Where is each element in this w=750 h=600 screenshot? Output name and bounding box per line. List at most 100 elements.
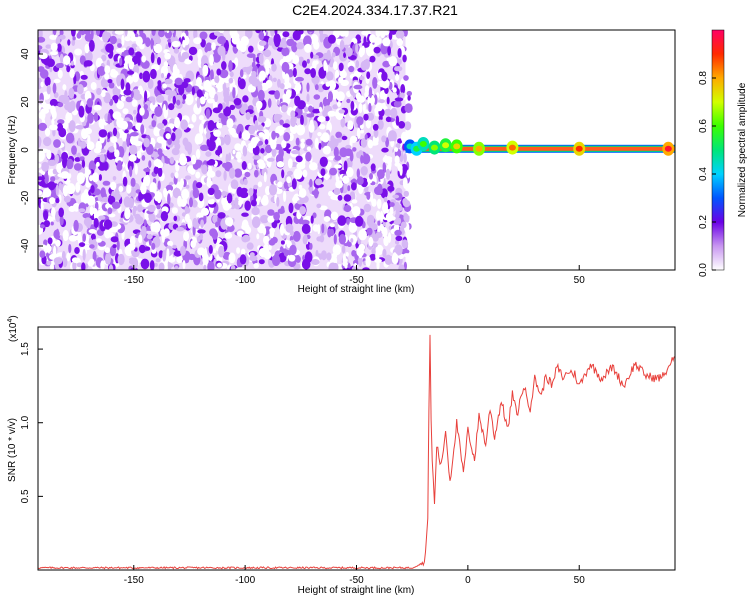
noise-blob <box>216 122 223 129</box>
noise-blob <box>335 180 343 189</box>
noise-blob <box>290 116 297 128</box>
noise-blob <box>43 220 51 228</box>
noise-blob <box>325 116 330 122</box>
y-tick-label: 0.5 <box>20 489 31 503</box>
noise-blob <box>223 106 232 117</box>
noise-blob <box>117 253 125 266</box>
noise-blob <box>38 163 42 169</box>
noise-blob <box>89 206 94 216</box>
noise-blob <box>74 48 83 56</box>
noise-blob <box>126 184 132 194</box>
noise-blob <box>43 210 49 221</box>
noise-blob <box>126 135 130 148</box>
noise-blob <box>253 263 259 269</box>
noise-blob <box>145 246 151 251</box>
noise-blob <box>282 81 292 90</box>
noise-blob <box>87 260 94 267</box>
noise-blob <box>248 45 254 53</box>
noise-blob <box>235 267 245 270</box>
noise-blob <box>267 98 272 108</box>
noise-blob <box>90 185 95 194</box>
x-tick-label: -150 <box>124 575 144 586</box>
noise-blob <box>108 264 114 270</box>
noise-blob <box>338 109 345 114</box>
noise-blob <box>379 210 384 222</box>
noise-blob <box>389 206 394 215</box>
noise-blob <box>45 245 52 251</box>
noise-blob <box>141 182 147 188</box>
noise-blob <box>39 250 46 258</box>
noise-blob <box>206 138 210 147</box>
noise-blob <box>306 93 310 103</box>
noise-blob <box>404 103 413 113</box>
y-tick-label: -40 <box>20 238 31 253</box>
noise-blob <box>51 109 57 120</box>
noise-blob <box>184 175 192 180</box>
noise-blob <box>74 247 80 254</box>
noise-blob <box>83 62 88 67</box>
noise-blob <box>96 87 102 96</box>
noise-blob <box>376 198 382 209</box>
noise-blob <box>387 185 395 192</box>
noise-blob <box>38 36 46 43</box>
noise-blob <box>329 167 338 176</box>
noise-blob <box>317 224 321 235</box>
noise-blob <box>42 188 52 198</box>
noise-blob <box>175 227 185 232</box>
noise-blob <box>57 43 62 53</box>
noise-blob <box>138 234 143 244</box>
noise-blob <box>351 182 357 191</box>
noise-blob <box>108 82 115 89</box>
noise-blob <box>310 215 314 224</box>
noise-blob <box>273 114 283 119</box>
noise-blob <box>131 43 138 48</box>
noise-blob <box>143 168 151 172</box>
noise-blob <box>101 91 106 98</box>
noise-blob <box>164 52 171 60</box>
noise-blob <box>90 233 96 241</box>
noise-blob <box>403 75 409 81</box>
noise-blob <box>73 163 82 171</box>
noise-blob <box>375 250 380 262</box>
noise-blob <box>295 76 304 82</box>
noise-blob <box>149 260 155 270</box>
noise-blob <box>102 180 111 186</box>
colorbar-tick-label: 0.2 <box>698 215 709 229</box>
noise-blob <box>296 162 306 170</box>
x-tick-label: 0 <box>465 275 471 286</box>
x-tick-label: 0 <box>465 575 471 586</box>
noise-blob <box>140 258 150 270</box>
noise-blob <box>327 34 336 44</box>
noise-blob <box>257 181 263 188</box>
noise-blob <box>270 30 275 37</box>
noise-blob <box>96 238 102 243</box>
noise-blob <box>323 216 331 222</box>
noise-blob <box>298 56 304 62</box>
noise-blob <box>340 117 346 128</box>
noise-blob <box>252 55 256 63</box>
noise-blob <box>313 187 319 199</box>
noise-blob <box>226 193 233 204</box>
heatmap-x-label: Height of straight line (km) <box>298 284 415 295</box>
noise-blob <box>98 215 106 220</box>
noise-blob <box>142 70 151 83</box>
x-tick-label: 50 <box>574 275 586 286</box>
noise-blob <box>234 57 239 66</box>
noise-blob <box>395 115 400 126</box>
noise-blob <box>172 187 181 199</box>
noise-blob <box>230 179 239 190</box>
noise-blob <box>191 86 195 96</box>
noise-blob <box>215 170 222 178</box>
noise-blob <box>345 144 352 150</box>
noise-blob <box>281 61 290 73</box>
noise-blob <box>242 145 248 157</box>
noise-blob <box>256 233 260 240</box>
noise-blob <box>224 134 231 146</box>
noise-blob <box>88 39 95 52</box>
noise-blob <box>291 150 300 155</box>
noise-blob <box>249 252 255 258</box>
y-tick-label: 20 <box>20 96 31 108</box>
noise-blob <box>63 195 71 203</box>
noise-blob <box>361 153 371 165</box>
noise-blob <box>312 60 317 70</box>
